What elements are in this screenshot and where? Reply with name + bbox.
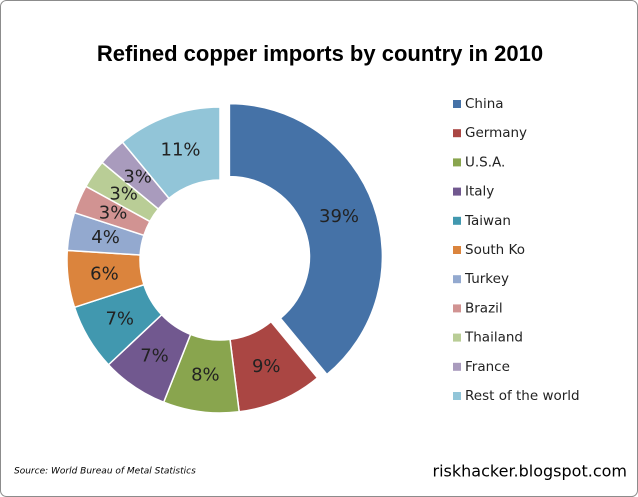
legend-label: Thailand — [464, 330, 523, 346]
legend-label: Taiwan — [464, 213, 511, 229]
slice-label: 8% — [191, 365, 220, 386]
legend-label: Turkey — [464, 271, 509, 287]
legend-swatch — [453, 333, 461, 342]
legend-swatch — [453, 216, 461, 225]
chart-title: Refined copper imports by country in 201… — [97, 41, 543, 66]
slice-label: 4% — [91, 227, 120, 248]
legend-label: South Ko — [465, 242, 525, 258]
slice-label: 39% — [319, 206, 359, 227]
legend-label: Germany — [465, 125, 527, 141]
legend-swatch — [453, 187, 461, 196]
legend-label: China — [465, 96, 504, 112]
legend-label: France — [465, 359, 510, 375]
legend-label: Italy — [465, 184, 494, 200]
legend-swatch — [453, 158, 461, 167]
legend-swatch — [453, 246, 461, 254]
credit: riskhacker.blogspot.com — [433, 462, 627, 481]
donut-slice — [121, 106, 221, 200]
legend-label: Brazil — [465, 300, 503, 316]
slice-label: 3% — [109, 184, 138, 205]
slice-label: 11% — [161, 139, 201, 160]
source-note: Source: World Bureau of Metal Statistics — [14, 467, 196, 477]
legend-label: Rest of the world — [465, 388, 580, 404]
slice-label: 3% — [123, 167, 152, 188]
legend-swatch — [453, 275, 461, 284]
slice-label: 9% — [252, 356, 281, 377]
donut-slice — [228, 102, 384, 376]
legend-label: U.S.A. — [465, 154, 505, 170]
legend-swatch — [453, 362, 461, 371]
legend-swatch — [453, 100, 461, 108]
slice-label: 6% — [90, 264, 119, 285]
slice-label: 7% — [140, 345, 169, 366]
slice-label: 3% — [99, 203, 128, 224]
legend-swatch — [453, 392, 461, 400]
legend-swatch — [453, 304, 461, 313]
slice-label: 7% — [105, 308, 134, 329]
legend-swatch — [453, 129, 461, 138]
